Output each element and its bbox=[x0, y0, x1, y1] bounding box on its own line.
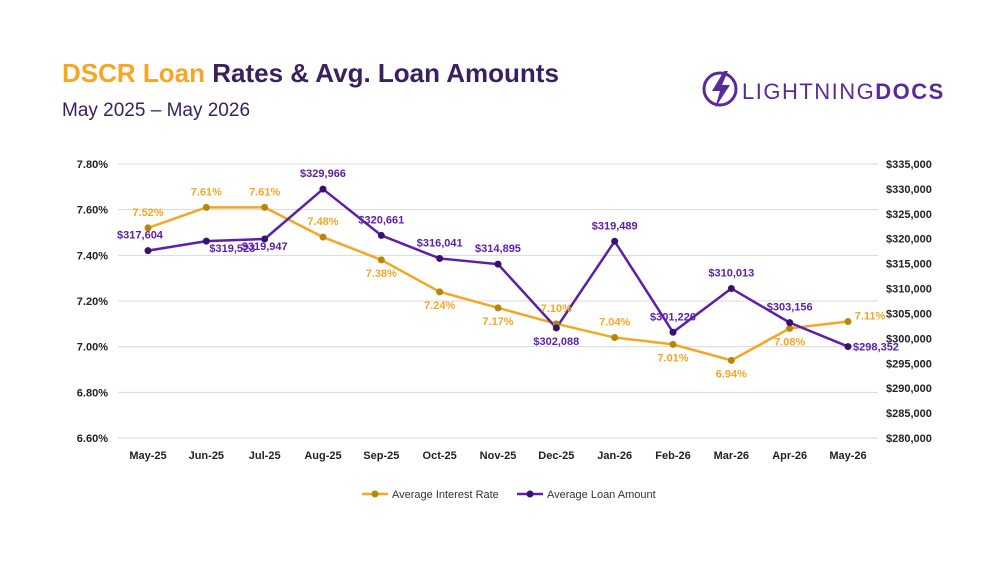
data-label-amount: $320,661 bbox=[358, 214, 404, 226]
data-point-rate bbox=[669, 340, 677, 348]
y-right-tick-label: $335,000 bbox=[886, 159, 932, 171]
data-label-rate: 7.04% bbox=[599, 317, 630, 329]
y-right-tick-label: $280,000 bbox=[886, 433, 932, 445]
data-point-amount bbox=[144, 247, 152, 255]
logo-text: LIGHTNINGDOCS bbox=[742, 79, 945, 105]
y-right-tick-label: $290,000 bbox=[886, 383, 932, 395]
data-label-amount: $319,523 bbox=[209, 243, 255, 255]
y-right-tick-label: $315,000 bbox=[886, 259, 932, 271]
data-label-rate: 7.17% bbox=[482, 316, 513, 328]
data-label-amount: $314,895 bbox=[475, 243, 521, 255]
y-left-tick-label: 7.00% bbox=[77, 342, 108, 354]
legend-marker-rate bbox=[371, 490, 379, 498]
y-right-tick-label: $305,000 bbox=[886, 308, 932, 320]
data-label-rate: 7.24% bbox=[424, 300, 455, 312]
data-point-amount bbox=[669, 328, 677, 336]
data-point-amount bbox=[436, 254, 444, 262]
data-point-rate bbox=[202, 203, 210, 211]
x-tick-label: Nov-25 bbox=[480, 450, 517, 462]
title-accent: DSCR Loan bbox=[62, 58, 205, 88]
x-tick-label: Oct-25 bbox=[423, 450, 457, 462]
y-right-tick-label: $310,000 bbox=[886, 284, 932, 296]
y-left-tick-label: 7.40% bbox=[77, 250, 108, 262]
legend-label-rate: Average Interest Rate bbox=[392, 489, 499, 501]
logo-text-light: LIGHTNING bbox=[742, 79, 876, 104]
y-right-tick-label: $330,000 bbox=[886, 184, 932, 196]
data-label-rate: 7.52% bbox=[132, 207, 163, 219]
data-label-rate: 7.61% bbox=[191, 186, 222, 198]
data-label-amount: $329,966 bbox=[300, 168, 346, 180]
data-point-rate bbox=[844, 318, 852, 326]
data-label-amount: $317,604 bbox=[117, 230, 164, 242]
data-point-rate bbox=[319, 233, 327, 241]
y-right-tick-label: $300,000 bbox=[886, 333, 932, 345]
data-point-amount bbox=[202, 237, 210, 245]
data-label-rate: 7.08% bbox=[774, 336, 805, 348]
x-tick-label: Jul-25 bbox=[249, 450, 281, 462]
data-label-rate: 7.38% bbox=[366, 268, 397, 280]
data-label-rate: 7.11% bbox=[855, 311, 886, 323]
page-title: DSCR Loan Rates & Avg. Loan Amounts bbox=[62, 58, 559, 89]
x-tick-label: Dec-25 bbox=[538, 450, 574, 462]
legend-marker-amount bbox=[526, 490, 534, 498]
data-point-amount bbox=[727, 284, 735, 292]
data-point-amount bbox=[319, 185, 327, 193]
data-point-amount bbox=[844, 343, 852, 351]
y-left-tick-label: 6.80% bbox=[77, 387, 108, 399]
y-right-tick-label: $325,000 bbox=[886, 209, 932, 221]
y-right-tick-label: $295,000 bbox=[886, 358, 932, 370]
data-point-rate bbox=[494, 304, 502, 312]
data-point-rate bbox=[611, 334, 619, 342]
x-tick-label: Jan-26 bbox=[597, 450, 632, 462]
data-point-rate bbox=[727, 356, 735, 364]
legend-label-amount: Average Loan Amount bbox=[547, 489, 656, 501]
data-point-rate bbox=[261, 203, 269, 211]
data-point-rate bbox=[436, 288, 444, 296]
data-label-rate: 7.48% bbox=[307, 216, 338, 228]
data-label-rate: 7.01% bbox=[657, 352, 688, 364]
data-label-amount: $319,947 bbox=[242, 241, 288, 253]
logo-text-bold: DOCS bbox=[875, 79, 945, 104]
y-left-tick-label: 7.80% bbox=[77, 159, 108, 171]
series-line-average-interest-rate bbox=[147, 206, 849, 362]
y-left-tick-label: 7.60% bbox=[77, 205, 108, 217]
data-label-amount: $319,489 bbox=[592, 220, 638, 232]
data-label-rate: 7.10% bbox=[541, 303, 572, 315]
data-point-rate bbox=[786, 324, 794, 332]
y-left-tick-label: 7.20% bbox=[77, 296, 108, 308]
data-label-rate: 6.94% bbox=[716, 368, 747, 380]
data-label-amount: $316,041 bbox=[417, 237, 463, 249]
data-label-amount: $301,226 bbox=[650, 311, 696, 323]
x-tick-label: May-25 bbox=[129, 450, 166, 462]
data-point-rate bbox=[144, 224, 152, 232]
x-tick-label: Mar-26 bbox=[714, 450, 749, 462]
y-left-tick-label: 6.60% bbox=[77, 433, 108, 445]
x-tick-label: Aug-25 bbox=[304, 450, 341, 462]
data-label-amount: $298,352 bbox=[853, 342, 899, 354]
x-tick-label: Apr-26 bbox=[772, 450, 807, 462]
data-point-amount bbox=[494, 260, 502, 268]
data-label-amount: $310,013 bbox=[708, 267, 754, 279]
lightning-bolt-icon bbox=[702, 71, 738, 108]
title-rest: Rates & Avg. Loan Amounts bbox=[205, 58, 559, 88]
data-label-amount: $303,156 bbox=[767, 302, 813, 314]
data-label-amount: $302,088 bbox=[533, 336, 579, 348]
data-point-rate bbox=[377, 256, 385, 264]
data-point-amount bbox=[786, 319, 794, 327]
x-tick-label: Jun-25 bbox=[189, 450, 224, 462]
data-label-rate: 7.61% bbox=[249, 186, 280, 198]
data-point-amount bbox=[611, 237, 619, 245]
page-subtitle: May 2025 – May 2026 bbox=[62, 100, 251, 121]
x-tick-label: May-26 bbox=[829, 450, 866, 462]
data-point-amount bbox=[552, 324, 560, 332]
x-tick-label: Sep-25 bbox=[363, 450, 399, 462]
x-tick-label: Feb-26 bbox=[655, 450, 690, 462]
data-point-amount bbox=[377, 231, 385, 239]
y-right-tick-label: $320,000 bbox=[886, 234, 932, 246]
y-right-tick-label: $285,000 bbox=[886, 408, 932, 420]
data-point-amount bbox=[261, 235, 269, 243]
